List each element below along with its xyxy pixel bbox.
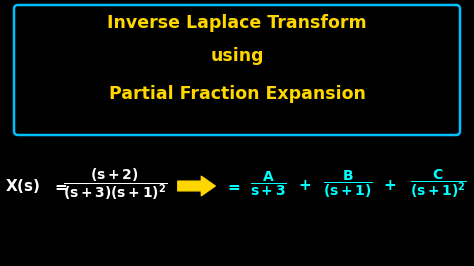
Text: $\mathbf{\dfrac{(s+2)}{(s+3)(s+1)^{2}}}$: $\mathbf{\dfrac{(s+2)}{(s+3)(s+1)^{2}}}$: [63, 166, 167, 202]
Text: $\mathit{\mathbf{\dfrac{A}{s+3}}}$: $\mathit{\mathbf{\dfrac{A}{s+3}}}$: [249, 170, 286, 198]
Text: $\mathbf{+}$: $\mathbf{+}$: [299, 179, 311, 193]
Text: $\mathbf{X(s)}$: $\mathbf{X(s)}$: [5, 177, 40, 195]
Text: Partial Fraction Expansion: Partial Fraction Expansion: [109, 85, 365, 103]
Text: Inverse Laplace Transform: Inverse Laplace Transform: [107, 14, 367, 32]
Text: using: using: [210, 47, 264, 65]
Text: $\mathbf{+}$: $\mathbf{+}$: [383, 179, 397, 193]
Text: $\mathit{\mathbf{\dfrac{C}{(s+1)^{2}}}}$: $\mathit{\mathbf{\dfrac{C}{(s+1)^{2}}}}$: [410, 168, 466, 201]
Text: $\mathbf{=}$: $\mathbf{=}$: [225, 179, 241, 193]
Text: $\mathit{\mathbf{\dfrac{B}{(s+1)}}}$: $\mathit{\mathbf{\dfrac{B}{(s+1)}}}$: [323, 168, 373, 200]
Text: $\mathbf{=}$: $\mathbf{=}$: [52, 179, 68, 193]
FancyArrowPatch shape: [178, 176, 215, 196]
